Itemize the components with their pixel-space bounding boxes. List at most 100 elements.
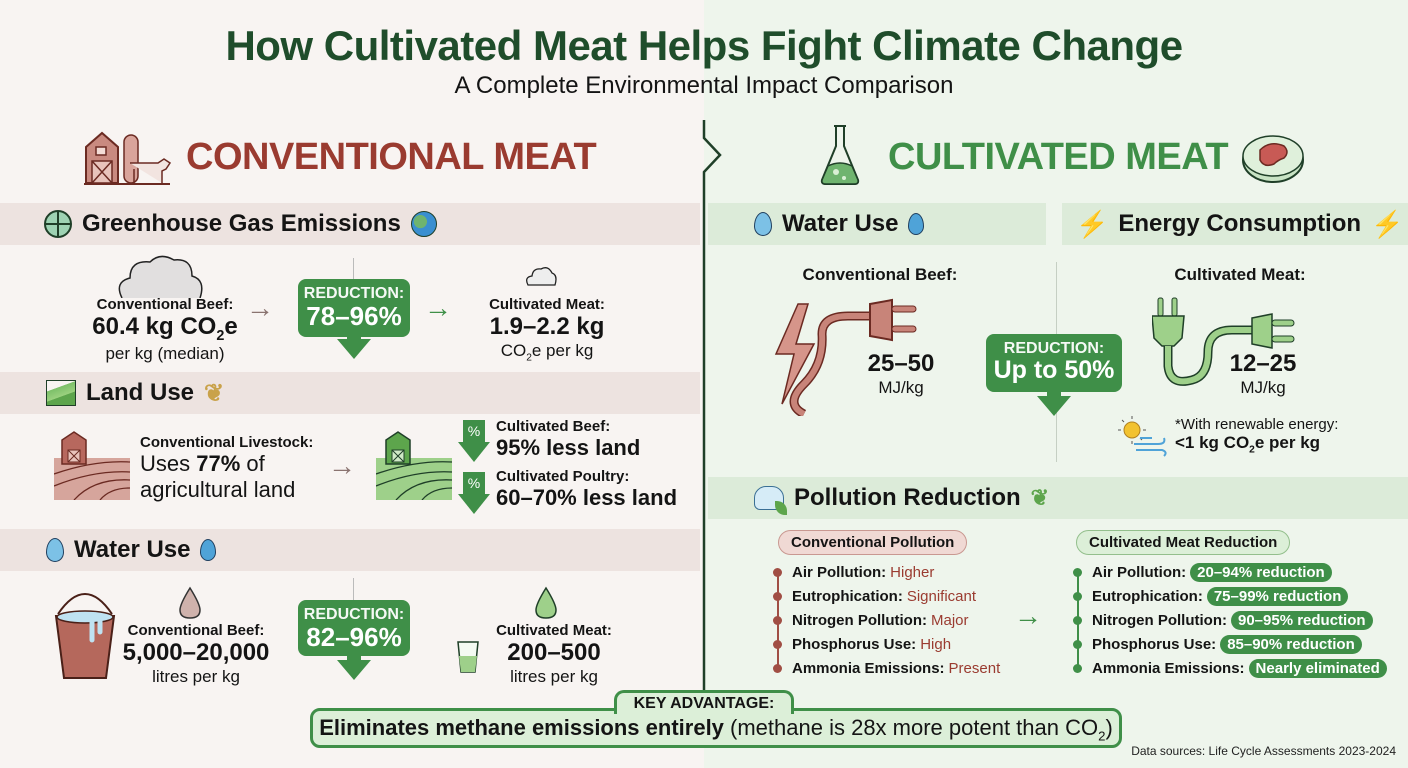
land-conv-percent: 77% xyxy=(196,451,241,476)
ghg-conv-value: 60.4 kg CO xyxy=(92,313,217,340)
water-cult-unit: litres per kg xyxy=(510,667,598,686)
water-reduction-label: REDUCTION: xyxy=(303,606,405,623)
energy-title: Energy Consumption xyxy=(1118,210,1362,237)
conv-pollution-list: Air Pollution: Higher Eutrophication: Sign… xyxy=(773,560,1000,680)
ghg-cultivated: Cultivated Meat: 1.9–2.2 kg CO2e per kg xyxy=(460,296,634,363)
item-value: High xyxy=(920,635,952,653)
water-cult-value: 200–500 xyxy=(507,639,601,666)
arrow-right-icon: → xyxy=(328,450,356,481)
ghg-section-header: Greenhouse Gas Emissions xyxy=(0,203,700,245)
energy-conv-value: 25–50 xyxy=(867,350,935,377)
flask-icon xyxy=(820,125,860,185)
ghg-conv-unit: per kg (median) xyxy=(105,343,225,363)
water-drop-icon xyxy=(200,539,217,561)
land-conventional: Conventional Livestock: Uses 77% of agri… xyxy=(140,434,313,503)
water-reduction-value: 82–96% xyxy=(306,622,402,652)
item-label: Phosphorus Use: xyxy=(1092,635,1217,653)
list-item: Nitrogen Pollution: 90–95% reduction xyxy=(1073,608,1387,632)
land-cultivated-beef: % Cultivated Beef: 95% less land xyxy=(458,418,640,462)
water-drop-icon xyxy=(46,538,64,562)
ghg-cult-unit-pre: CO xyxy=(500,341,527,360)
renewable-note-label: *With renewable energy: xyxy=(1175,416,1339,433)
reduction-tag: Nearly eliminated xyxy=(1248,658,1387,678)
pollution-title: Pollution Reduction xyxy=(794,484,1021,511)
key-advantage-bold: Eliminates methane emissions entirely xyxy=(319,715,724,740)
ghg-cult-unit-sub: 2 xyxy=(526,352,532,364)
key-advantage-sub: 2 xyxy=(1098,728,1106,744)
arrow-down-icon xyxy=(458,494,490,514)
ghg-title: Greenhouse Gas Emissions xyxy=(82,210,401,237)
connector-line xyxy=(353,258,354,280)
ghg-cult-unit-tail: e per kg xyxy=(531,341,594,360)
percent-down-icon: % xyxy=(463,420,485,442)
ghg-conv-sub: 2 xyxy=(216,327,225,344)
list-item: Phosphorus Use: 85–90% reduction xyxy=(1073,632,1387,656)
list-item: Ammonia Emissions: Present xyxy=(773,656,1000,680)
reduction-tag: 20–94% reduction xyxy=(1190,562,1332,582)
brown-drop-icon xyxy=(179,586,201,619)
water-title: Water Use xyxy=(74,536,191,563)
energy-section-header: ⚡ Energy Consumption ⚡ xyxy=(1062,203,1408,245)
globe-grid-icon xyxy=(44,210,72,238)
energy-conv-unit: MJ/kg xyxy=(878,378,924,397)
green-drop-icon xyxy=(535,586,557,619)
water-conv-value: 5,000–20,000 xyxy=(122,639,270,666)
arrow-right-green-icon: → xyxy=(424,292,452,323)
item-label: Phosphorus Use: xyxy=(792,635,917,653)
energy-reduction-badge: REDUCTION: Up to 50% xyxy=(986,334,1122,392)
ghg-cult-value: 1.9–2.2 kg xyxy=(489,313,605,340)
arrow-down-icon xyxy=(337,339,371,359)
arrow-down-icon xyxy=(458,442,490,462)
red-farm-icon xyxy=(54,431,130,500)
ghg-cult-label: Cultivated Meat: xyxy=(489,296,605,313)
land-item-value: 60–70% less land xyxy=(496,485,678,510)
item-label: Air Pollution: xyxy=(792,563,887,581)
renewable-note: *With renewable energy: <1 kg CO2e per k… xyxy=(1175,416,1338,455)
sun-wind-icon xyxy=(1118,416,1167,457)
data-source: Data sources: Life Cycle Assessments 202… xyxy=(1131,744,1396,758)
list-item: Air Pollution: 20–94% reduction xyxy=(1073,560,1387,584)
ghg-reduction-label: REDUCTION: xyxy=(303,285,405,302)
item-label: Eutrophication: xyxy=(792,587,903,605)
list-item: Air Pollution: Higher xyxy=(773,560,1000,584)
red-plug-icon xyxy=(774,298,917,416)
lightning-icon: ⚡ xyxy=(1371,208,1404,239)
renewable-value-tail: e per kg xyxy=(1254,433,1321,452)
ghg-reduction-badge: REDUCTION: 78–96% xyxy=(298,279,410,337)
ghg-conv-tail: e xyxy=(224,313,238,340)
ghg-reduction-value: 78–96% xyxy=(306,301,402,331)
page-subtitle: A Complete Environmental Impact Comparis… xyxy=(454,72,954,99)
reduction-tag: 75–99% reduction xyxy=(1206,586,1349,606)
list-item: Eutrophication: 75–99% reduction xyxy=(1073,584,1387,608)
cultivated-water-title: Water Use xyxy=(782,210,899,237)
water-cult-label: Cultivated Meat: xyxy=(496,622,612,639)
land-conv-pre: Uses xyxy=(140,451,197,476)
farm-field-icon xyxy=(46,380,76,406)
land-conv-post: of xyxy=(240,451,265,476)
item-label: Ammonia Emissions: xyxy=(1092,659,1245,677)
renewable-value-pre: <1 kg CO xyxy=(1175,433,1250,452)
land-item-label: Cultivated Poultry: xyxy=(496,468,630,485)
cult-pollution-heading: Cultivated Meat Reduction xyxy=(1076,530,1291,555)
arrow-down-icon xyxy=(1037,396,1071,416)
land-section-header: Land Use ❦ xyxy=(0,372,700,414)
water-conv-label: Conventional Beef: xyxy=(127,622,265,639)
wheat-icon: ❦ xyxy=(204,379,225,407)
renewable-value-sub: 2 xyxy=(1249,444,1255,456)
glass-icon xyxy=(457,641,479,673)
energy-reduction-label: REDUCTION: xyxy=(1003,340,1105,357)
key-advantage-rest: (methane is 28x more potent than CO xyxy=(723,715,1099,740)
list-item: Nitrogen Pollution: Major xyxy=(773,608,1000,632)
energy-cult-unit: MJ/kg xyxy=(1240,378,1286,397)
list-item: Phosphorus Use: High xyxy=(773,632,1000,656)
energy-reduction-value: Up to 50% xyxy=(993,356,1115,384)
energy-cultivated: 12–25 MJ/kg xyxy=(1218,350,1308,398)
land-item-label: Cultivated Beef: xyxy=(496,418,611,435)
water-cultivated: Cultivated Meat: 200–500 litres per kg xyxy=(484,622,624,687)
cultivated-heading: CULTIVATED MEAT xyxy=(888,136,1229,178)
water-drop-icon xyxy=(908,213,925,235)
petri-dish-steak-icon xyxy=(1242,135,1304,183)
key-advantage-box: Eliminates methane emissions entirely (m… xyxy=(310,708,1122,748)
bucket-icon xyxy=(54,593,116,679)
item-label: Nitrogen Pollution: xyxy=(1092,611,1227,629)
